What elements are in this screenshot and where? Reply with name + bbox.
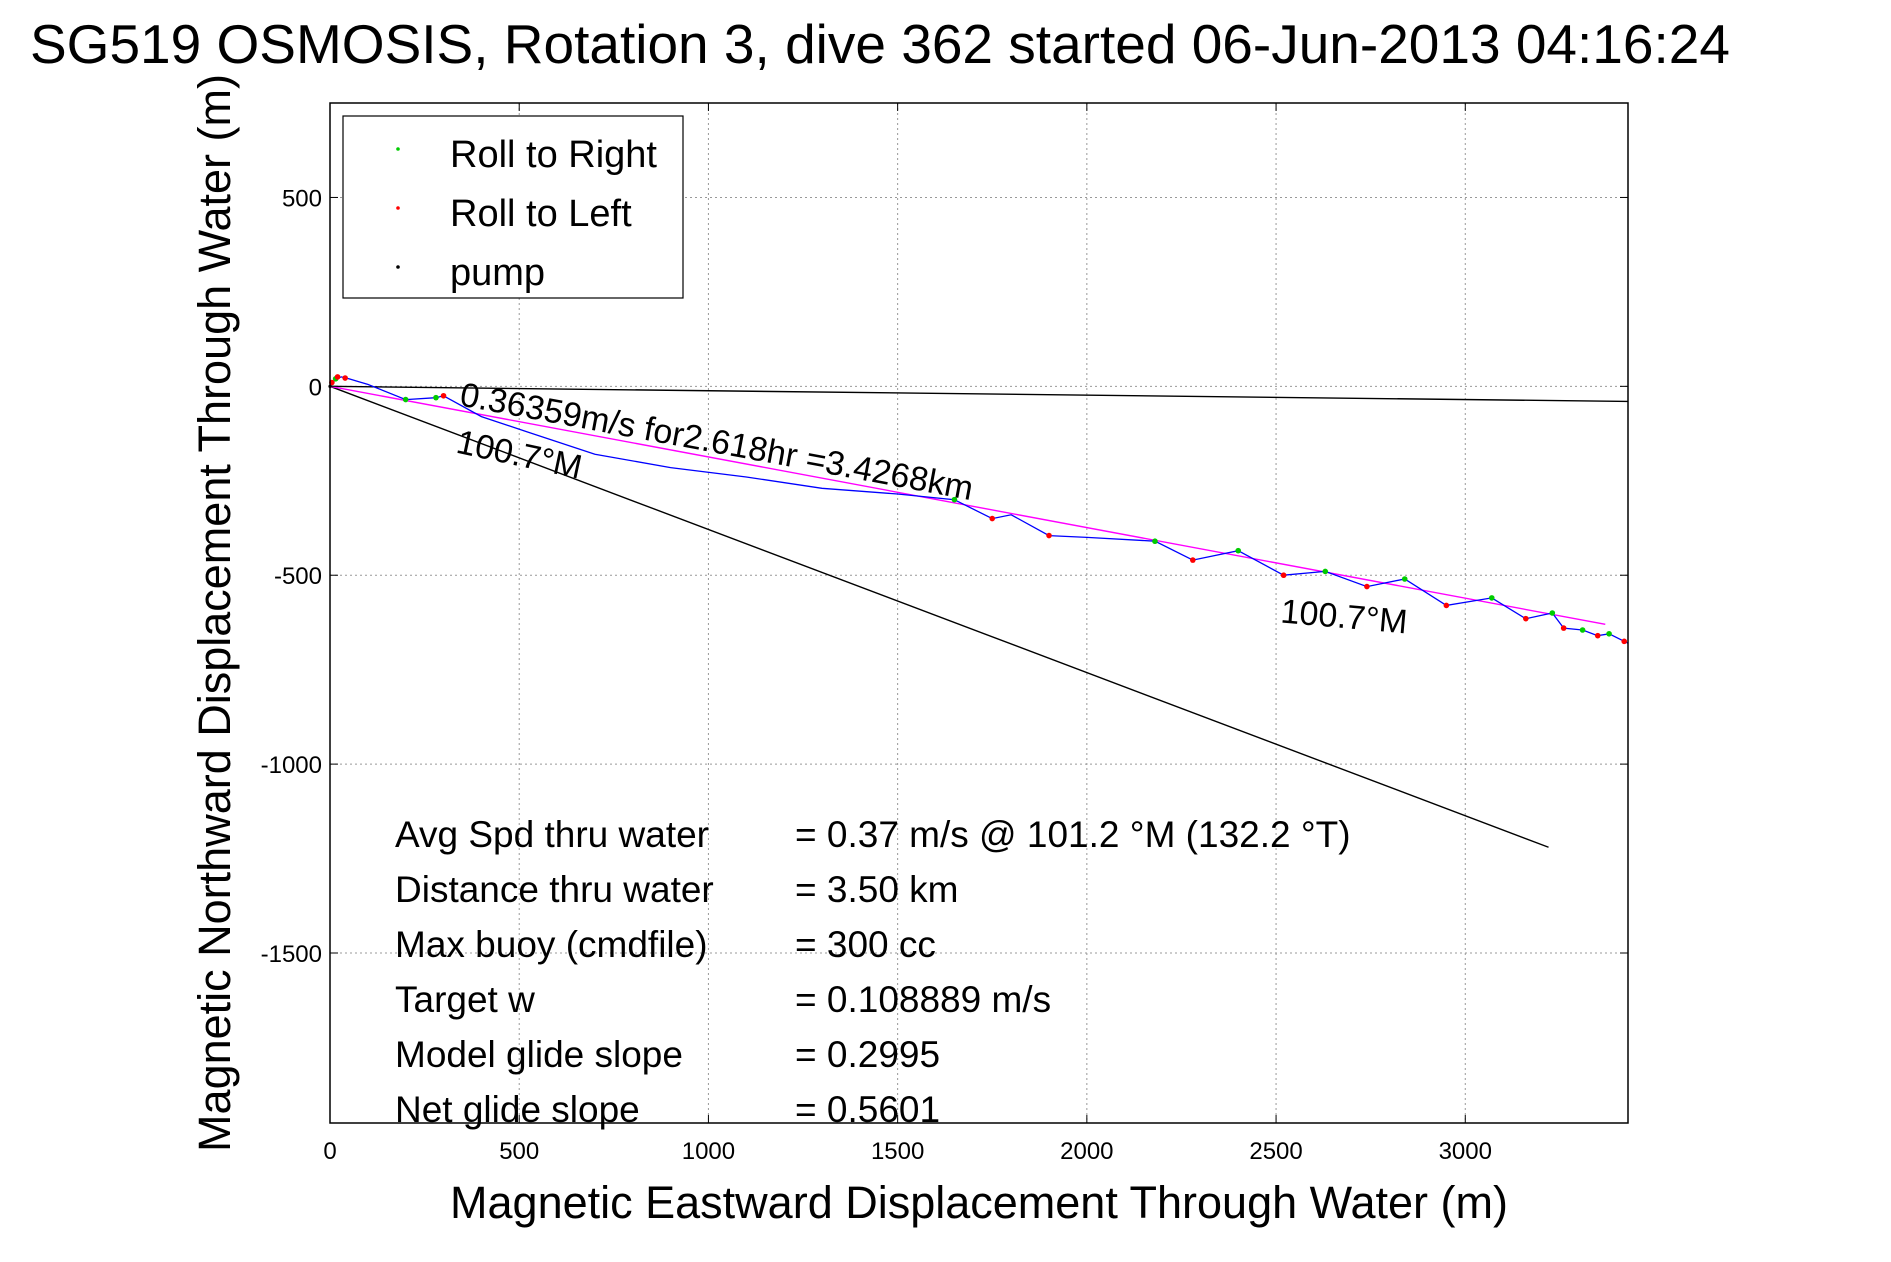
- roll-left-point: [1523, 615, 1529, 622]
- stat-label: Distance thru water: [395, 869, 714, 910]
- x-tick-label: 1500: [871, 1138, 924, 1165]
- x-tick-label: 500: [499, 1138, 539, 1165]
- stat-label: Model glide slope: [395, 1034, 683, 1075]
- roll-left-point: [1046, 532, 1052, 539]
- legend-label: Roll to Left: [450, 193, 632, 235]
- y-tick-label: 500: [282, 185, 322, 212]
- chart-title: SG519 OSMOSIS, Rotation 3, dive 362 star…: [30, 13, 1730, 75]
- stat-value: = 3.50 km: [795, 869, 959, 910]
- roll-right-point: [1401, 576, 1408, 582]
- legend-marker-0: [396, 147, 400, 151]
- legend-marker-2: [396, 265, 400, 269]
- roll-left-point: [1560, 625, 1567, 631]
- x-tick-label: 2000: [1060, 1138, 1113, 1165]
- legend-label: Roll to Right: [450, 134, 657, 176]
- stat-label: Max buoy (cmdfile): [395, 924, 708, 965]
- stat-value: = 0.108889 m/s: [795, 979, 1051, 1020]
- x-tick-label: 3000: [1439, 1138, 1492, 1165]
- y-tick-label: 0: [309, 374, 322, 401]
- roll-left-point: [1190, 557, 1196, 563]
- roll-right-point: [1606, 630, 1612, 637]
- y-tick-label: -500: [274, 563, 322, 590]
- stat-label: Net glide slope: [395, 1089, 640, 1130]
- roll-right-point: [1235, 547, 1242, 554]
- y-tick-label: -1000: [261, 752, 322, 779]
- x-tick-label: 2500: [1249, 1138, 1302, 1165]
- stat-value: = 300 cc: [795, 924, 936, 965]
- stat-label: Avg Spd thru water: [395, 814, 709, 855]
- roll-right-point: [1152, 538, 1158, 545]
- y-axis: 500 0 -500 -1000 -1500: [261, 185, 1628, 968]
- roll-right-point: [951, 496, 958, 503]
- roll-left-point: [1594, 632, 1601, 639]
- current-direction-line: [329, 385, 1629, 403]
- legend-marker-1: [396, 206, 400, 210]
- stat-value: = 0.37 m/s @ 101.2 °M (132.2 °T): [795, 814, 1351, 855]
- y-axis-label: Magnetic Northward Displacement Through …: [189, 74, 240, 1152]
- roll-left-point: [1443, 602, 1450, 609]
- roll-right-point: [1488, 595, 1495, 601]
- plot-frame: [329, 102, 1629, 1124]
- roll-right-point: [1549, 610, 1556, 616]
- roll-right-point: [402, 396, 409, 403]
- dive-stats: Avg Spd thru water = 0.37 m/s @ 101.2 °M …: [395, 814, 1351, 1130]
- heading-line: [329, 385, 1549, 848]
- legend-label: pump: [450, 252, 545, 294]
- stat-value: = 0.5601: [795, 1089, 940, 1130]
- stat-value: = 0.2995: [795, 1034, 940, 1075]
- x-tick-label: 1000: [682, 1138, 735, 1165]
- roll-right-point: [433, 394, 439, 401]
- roll-left-point: [1621, 638, 1628, 645]
- x-axis: 0 500 1000 1500 2000 2500 3000: [323, 103, 1492, 1165]
- stat-label: Target w: [395, 979, 535, 1020]
- reference-lines: [329, 385, 1629, 848]
- roll-left-point: [342, 375, 348, 381]
- x-tick-label: 0: [323, 1138, 336, 1165]
- roll-left-point: [1364, 583, 1370, 590]
- roll-left-point: [1280, 572, 1287, 579]
- legend: Roll to Right Roll to Left pump: [342, 115, 684, 299]
- y-tick-label: -1500: [261, 941, 322, 968]
- roll-right-point: [1322, 568, 1329, 575]
- roll-left-point: [989, 515, 996, 522]
- x-axis-label: Magnetic Eastward Displacement Through W…: [450, 1177, 1508, 1228]
- net-displacement-trend-line: [329, 385, 1606, 626]
- roll-left-point: [334, 374, 341, 380]
- roll-right-point: [1579, 627, 1586, 633]
- roll-left-point: [440, 392, 447, 399]
